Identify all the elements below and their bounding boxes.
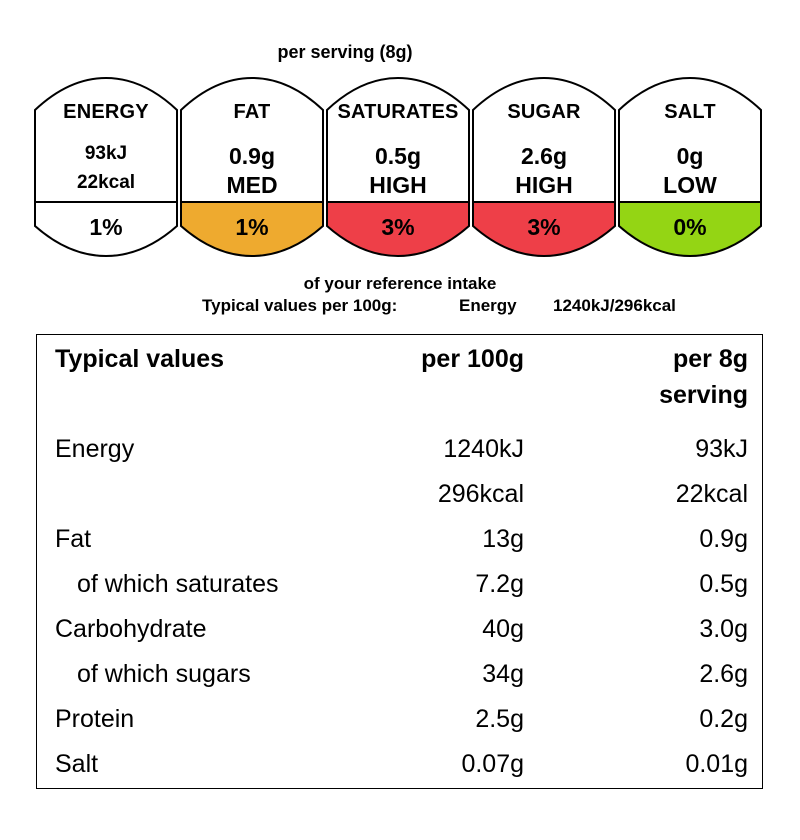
badge-name: FAT: [233, 101, 271, 123]
row-per100: 296kcal: [437, 480, 524, 508]
badge-percent: 3%: [381, 214, 415, 240]
badge-name: SUGAR: [507, 101, 581, 123]
typical-values-label: Typical values per 100g:: [202, 296, 398, 315]
row-per100: 2.5g: [475, 705, 524, 733]
badge-name: SALT: [664, 101, 716, 123]
row-per100: 1240kJ: [443, 435, 524, 463]
energy-value: 1240kJ/296kcal: [553, 296, 676, 315]
row-serving: 0.2g: [699, 705, 748, 733]
badge-amount: 0g: [676, 143, 704, 169]
badge-percent: 0%: [673, 214, 707, 240]
badge-percent: 3%: [527, 214, 561, 240]
badge-salt: SALT 0g LOW 0%: [617, 76, 763, 258]
badge-amount: 2.6g: [520, 143, 568, 169]
nutrition-table: Typical values per 100g per 8g serving E…: [36, 334, 763, 789]
row-label: Carbohydrate: [55, 615, 207, 643]
header-per-100g: per 100g: [421, 345, 524, 373]
row-label: Salt: [55, 750, 99, 778]
badge-name: SATURATES: [337, 101, 459, 123]
badge-fat: FAT 0.9g MED 1%: [179, 76, 325, 258]
badge-level: 22kcal: [76, 172, 136, 193]
row-serving: 0.01g: [685, 750, 748, 778]
badge-level: LOW: [663, 172, 717, 198]
row-serving: 2.6g: [699, 660, 748, 688]
row-serving: 22kcal: [675, 480, 748, 508]
reference-intake-label: of your reference intake: [303, 274, 497, 293]
badge-percent: 1%: [235, 214, 269, 240]
row-label: Protein: [55, 705, 135, 733]
badge-amount: 0.5g: [374, 143, 422, 169]
badge-amount: 93kJ: [84, 143, 128, 164]
badge-name: ENERGY: [63, 101, 149, 123]
header-per-serving-line2: serving: [659, 381, 748, 409]
row-per100: 0.07g: [461, 750, 524, 778]
row-label: of which sugars: [77, 660, 251, 688]
header-typical-values: Typical values: [55, 345, 225, 373]
badge-amount: 0.9g: [228, 143, 276, 169]
row-serving: 93kJ: [695, 435, 748, 463]
badge-saturates: SATURATES 0.5g HIGH 3%: [325, 76, 471, 258]
badge-energy: ENERGY 93kJ 22kcal 1%: [33, 76, 179, 258]
header-per-serving-line1: per 8g: [672, 345, 748, 373]
row-serving: 3.0g: [699, 615, 748, 643]
row-per100: 7.2g: [475, 570, 524, 598]
row-per100: 34g: [482, 660, 524, 688]
row-serving: 0.5g: [699, 570, 748, 598]
row-serving: 0.9g: [699, 525, 748, 553]
row-per100: 40g: [482, 615, 524, 643]
row-label: of which saturates: [77, 570, 279, 598]
per-serving-label: per serving (8g): [277, 42, 413, 62]
row-label: Fat: [55, 525, 92, 553]
badge-sugar: SUGAR 2.6g HIGH 3%: [471, 76, 617, 258]
energy-label: Energy: [459, 296, 517, 315]
badge-level: HIGH: [369, 172, 427, 198]
traffic-light-label: ENERGY 93kJ 22kcal 1% FAT 0.9g MED 1% SA…: [33, 76, 763, 258]
row-label: Energy: [55, 435, 135, 463]
badge-level: HIGH: [515, 172, 573, 198]
row-per100: 13g: [482, 525, 524, 553]
badge-level: MED: [226, 172, 278, 198]
badge-percent: 1%: [89, 214, 123, 240]
